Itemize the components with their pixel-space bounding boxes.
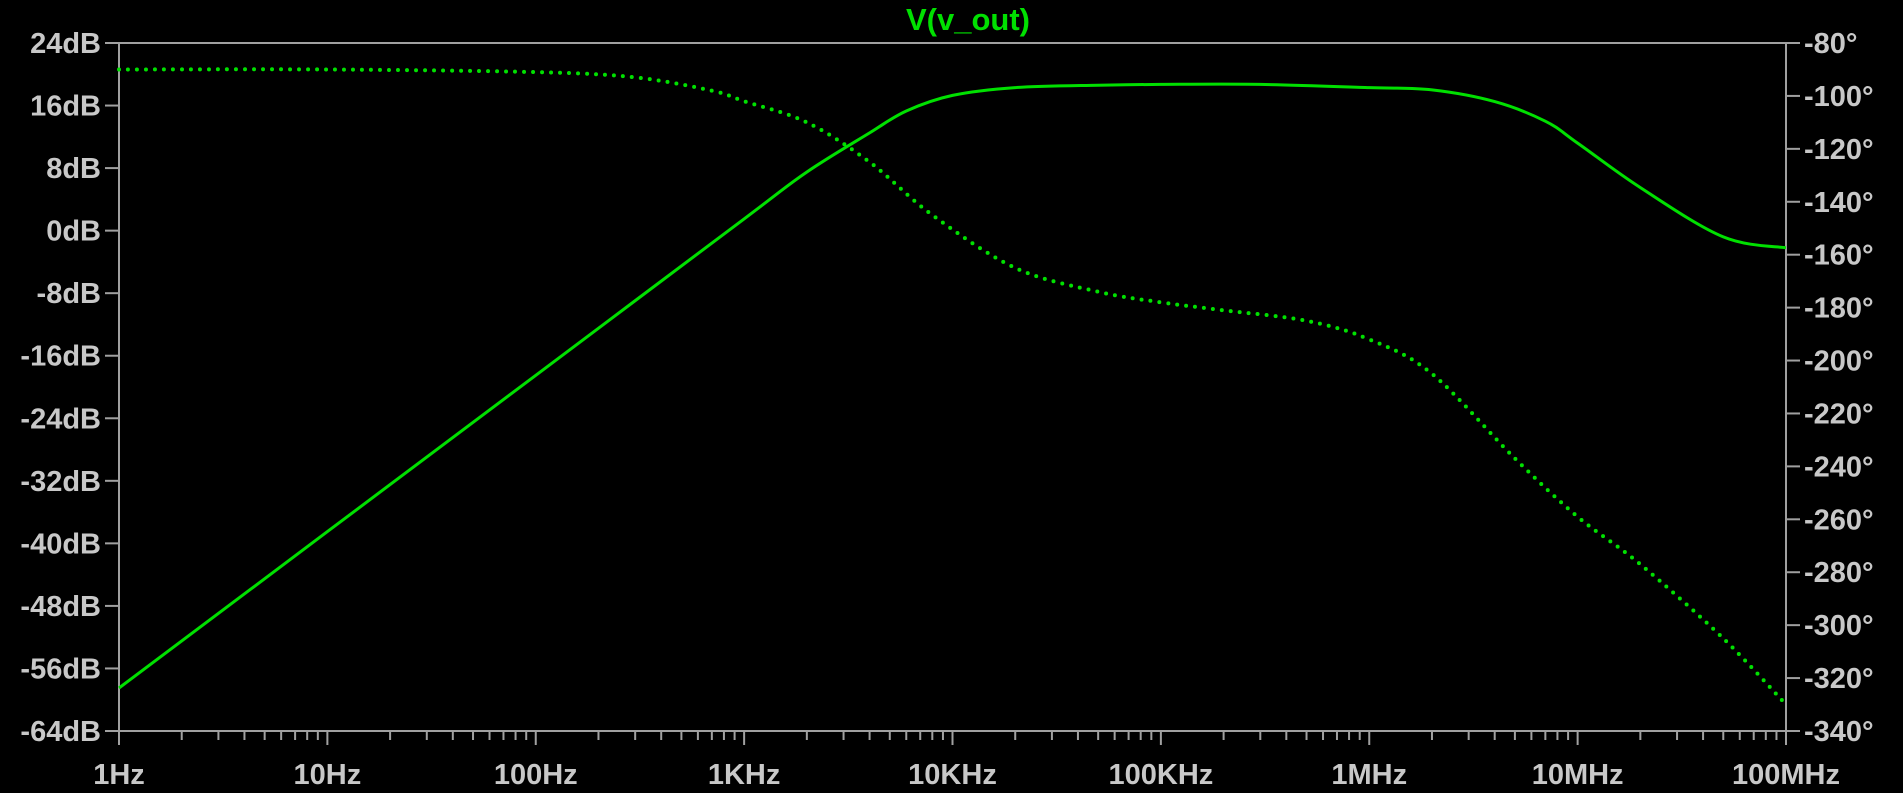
- y-right-tick-label: -140°: [1804, 187, 1874, 219]
- y-right-tick-label: -340°: [1804, 716, 1874, 748]
- y-right-tick-label: -220°: [1804, 398, 1874, 430]
- y-right-tick-label: -300°: [1804, 610, 1874, 642]
- y-right-tick-label: -260°: [1804, 504, 1874, 536]
- y-left-tick-label: 16dB: [30, 91, 101, 123]
- y-axis-right: -80° -100° -120° -140° -160° -180° -200° -220° -…: [1786, 28, 1874, 748]
- x-tick-label: 100Hz: [494, 759, 578, 791]
- y-left-tick-label: -64dB: [20, 716, 101, 748]
- y-axis-left: 24dB 16dB 8dB 0dB -8dB -16dB -24dB -32dB -40dB -4…: [20, 28, 119, 748]
- x-tick-label: 10KHz: [908, 759, 997, 791]
- x-tick-label: 1KHz: [708, 759, 781, 791]
- magnitude-curve: [118, 82, 1787, 690]
- x-tick-label: 100KHz: [1108, 759, 1213, 791]
- y-right-tick-label: -320°: [1804, 663, 1874, 695]
- y-right-tick-label: -120°: [1804, 134, 1874, 166]
- y-left-tick-label: -40dB: [20, 528, 101, 560]
- y-right-tick-label: -80°: [1804, 28, 1858, 60]
- y-right-tick-label: -100°: [1804, 81, 1874, 113]
- y-right-tick-label: -280°: [1804, 557, 1874, 589]
- y-left-tick-label: -16dB: [20, 341, 101, 373]
- x-axis: 1Hz 10Hz 100Hz 1KHz 10KHz 100KHz 1MHz 10MHz 100M…: [93, 731, 1840, 791]
- x-tick-label: 100MHz: [1732, 759, 1840, 791]
- y-right-tick-label: -240°: [1804, 451, 1874, 483]
- x-tick-label: 1Hz: [93, 759, 145, 791]
- y-left-tick-label: 8dB: [46, 153, 101, 185]
- phase-curve: [117, 67, 1788, 707]
- y-left-tick-label: -24dB: [20, 403, 101, 435]
- y-right-tick-label: -180°: [1804, 293, 1874, 325]
- y-left-tick-label: -56dB: [20, 653, 101, 685]
- y-left-tick-label: -48dB: [20, 591, 101, 623]
- x-tick-label: 1MHz: [1331, 759, 1407, 791]
- y-left-tick-label: -32dB: [20, 466, 101, 498]
- y-left-tick-label: -8dB: [37, 278, 101, 310]
- chart-title: V(v_out): [906, 2, 1030, 37]
- y-right-tick-label: -200°: [1804, 346, 1874, 378]
- y-right-tick-label: -160°: [1804, 240, 1874, 272]
- x-tick-label: 10Hz: [294, 759, 362, 791]
- y-left-tick-label: 0dB: [46, 216, 101, 248]
- x-tick-label: 10MHz: [1532, 759, 1624, 791]
- series-layer: [117, 67, 1788, 707]
- y-left-tick-label: 24dB: [30, 28, 101, 60]
- plot-frame: [118, 42, 1787, 732]
